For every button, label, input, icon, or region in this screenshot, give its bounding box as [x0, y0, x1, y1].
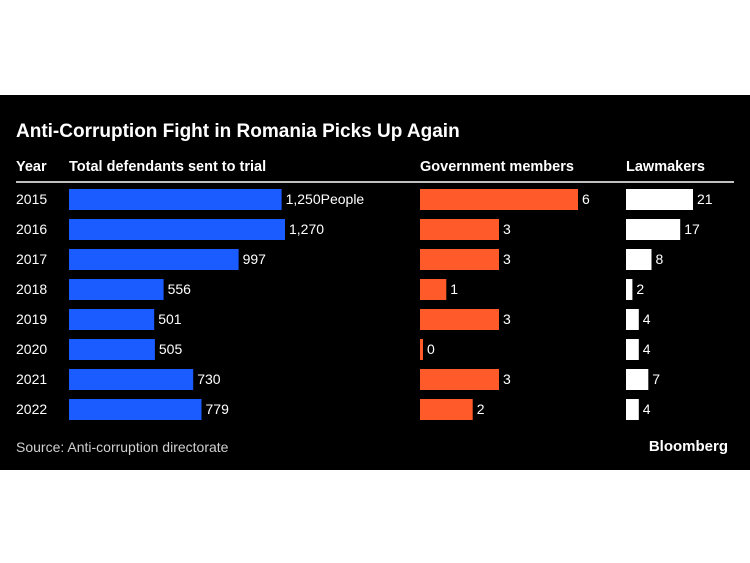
data-label: 1,270 [289, 221, 324, 237]
data-label: 556 [168, 281, 192, 297]
bar-government [420, 309, 499, 330]
bar-government [420, 369, 499, 390]
bar-lawmakers [626, 249, 652, 270]
bloomberg-logo: Bloomberg [649, 438, 728, 455]
bar-lawmakers [626, 279, 633, 300]
year-label: 2020 [16, 341, 47, 357]
bar-lawmakers [626, 189, 693, 210]
data-label: 3 [503, 371, 511, 387]
source-note: Source: Anti-corruption directorate [16, 439, 229, 455]
data-label: 3 [503, 221, 511, 237]
data-label: 21 [697, 191, 713, 207]
chart-panel: Anti-Corruption Fight in Romania Picks U… [0, 95, 750, 470]
chart-title: Anti-Corruption Fight in Romania Picks U… [16, 121, 460, 142]
lawmakers-column-header: Lawmakers [626, 159, 705, 175]
bar-lawmakers [626, 369, 649, 390]
data-label: 997 [243, 251, 267, 267]
data-label: 4 [643, 341, 651, 357]
data-label: 730 [197, 371, 221, 387]
bar-defendants [69, 249, 239, 270]
data-label: 2 [477, 401, 485, 417]
year-label: 2016 [16, 221, 47, 237]
year-column-header: Year [16, 159, 47, 175]
data-label: 505 [159, 341, 183, 357]
data-label: 17 [684, 221, 700, 237]
bar-government [420, 279, 447, 300]
bar-defendants [69, 369, 194, 390]
data-label: 3 [503, 251, 511, 267]
bar-government [420, 339, 423, 360]
year-label: 2018 [16, 281, 47, 297]
bar-lawmakers [626, 399, 639, 420]
data-label: 4 [643, 401, 651, 417]
bar-lawmakers [626, 339, 639, 360]
bar-defendants [69, 189, 282, 210]
bar-defendants [69, 279, 164, 300]
data-label: 6 [582, 191, 590, 207]
bar-defendants [69, 339, 155, 360]
bar-lawmakers [626, 309, 639, 330]
data-label: 3 [503, 311, 511, 327]
year-label: 2015 [16, 191, 47, 207]
data-label: 779 [206, 401, 230, 417]
bar-government [420, 399, 473, 420]
data-label: 4 [643, 311, 651, 327]
data-label: 0 [427, 341, 435, 357]
year-label: 2017 [16, 251, 47, 267]
year-label: 2021 [16, 371, 47, 387]
bar-lawmakers [626, 219, 681, 240]
data-label: 2 [636, 281, 644, 297]
data-label: 1 [450, 281, 458, 297]
bar-government [420, 219, 499, 240]
data-label: 8 [656, 251, 664, 267]
defendants-column-header: Total defendants sent to trial [69, 159, 266, 175]
bar-government [420, 189, 578, 210]
data-label: 7 [652, 371, 660, 387]
year-label: 2019 [16, 311, 47, 327]
year-label: 2022 [16, 401, 47, 417]
bar-defendants [69, 309, 155, 330]
government-column-header: Government members [420, 159, 574, 175]
bar-government [420, 249, 499, 270]
chart-svg: Anti-Corruption Fight in Romania Picks U… [16, 121, 734, 455]
bar-defendants [69, 219, 285, 240]
data-label: 1,250People [286, 191, 365, 207]
bar-defendants [69, 399, 202, 420]
data-label: 501 [158, 311, 182, 327]
